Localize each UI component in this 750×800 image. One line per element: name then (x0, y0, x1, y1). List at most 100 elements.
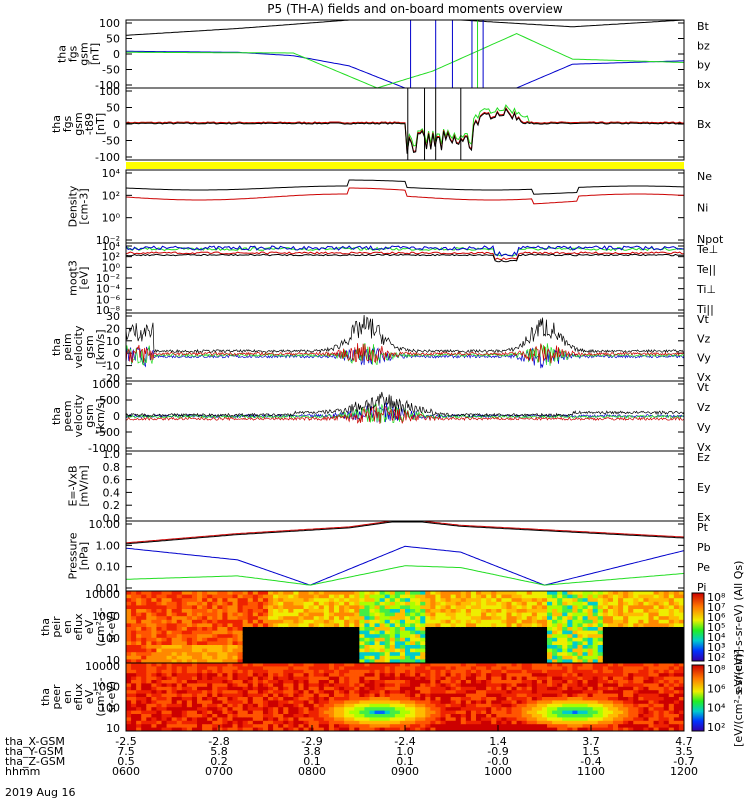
y-tick-label: 10² (102, 189, 120, 202)
spectrogram-cell (303, 697, 310, 701)
spectrogram-cell (257, 663, 264, 667)
spectrogram-cell (126, 707, 132, 712)
spectrogram-cell (536, 693, 543, 698)
spectrogram-cell (521, 645, 528, 650)
spectrogram-cell (394, 686, 401, 691)
spectrogram-cell (186, 669, 193, 674)
ephem-value: 1000 (484, 765, 512, 778)
spectrogram-cell (268, 630, 274, 635)
spectrogram-cell (171, 655, 178, 660)
spectrogram-cell (344, 655, 350, 660)
spectrogram-cell (227, 697, 234, 701)
spectrogram-cell (171, 594, 178, 599)
spectrogram-cell (171, 663, 178, 667)
spectrogram-cell (602, 659, 609, 664)
spectrogram-cell (526, 648, 533, 653)
spectrogram-cell (374, 634, 381, 639)
spectrogram-cell (308, 727, 315, 732)
spectrogram-cell (242, 609, 249, 614)
spectrogram-cell (379, 612, 386, 617)
spectrogram-cell (440, 720, 447, 725)
spectrogram-cell (415, 598, 421, 603)
spectrogram-cell (547, 724, 553, 729)
spectrogram-cell (131, 648, 137, 653)
spectrogram-cell (552, 634, 558, 639)
spectrogram-cell (318, 630, 325, 635)
spectrogram-cell (151, 676, 157, 681)
spectrogram-cell (283, 634, 289, 639)
spectrogram-cell (678, 707, 685, 712)
spectrogram-cell (587, 710, 594, 715)
spectrogram-cell (247, 659, 254, 664)
spectrogram-cell (207, 601, 213, 606)
spectrogram-cell (430, 594, 436, 599)
spectrogram-cell (202, 700, 208, 705)
spectrogram-cell (663, 601, 670, 606)
spectrogram-cell (582, 683, 589, 688)
spectrogram-cell (465, 623, 472, 628)
spectrogram-cell (344, 601, 350, 606)
spectrogram-cell (237, 720, 244, 725)
spectrogram-cell (242, 666, 249, 671)
spectrogram-cell (455, 612, 462, 617)
spectrogram-cell (653, 637, 660, 642)
spectrogram-cell (344, 700, 350, 705)
spectrogram-cell (653, 710, 660, 715)
spectrogram-cell (430, 648, 436, 653)
spectrogram-cell (298, 690, 305, 695)
spectrogram-cell (567, 605, 573, 610)
spectrogram-cell (389, 714, 396, 718)
spectrogram-cell (481, 683, 487, 688)
spectrogram-cell (222, 655, 228, 660)
spectrogram-cell (607, 598, 614, 603)
spectrogram-cell (501, 669, 507, 674)
spectrogram-cell (582, 724, 589, 729)
spectrogram-cell (552, 717, 558, 722)
spectrogram-cell (435, 612, 442, 617)
spectrogram-cell (410, 703, 416, 708)
spectrogram-cell (318, 663, 325, 667)
spectrogram-cell (151, 700, 157, 705)
spectrogram-cell (496, 641, 502, 646)
spectrogram-cell (171, 680, 178, 684)
spectrogram-cell (577, 627, 584, 632)
spectrogram-cell (202, 659, 208, 664)
spectrogram-cell (298, 641, 305, 646)
colorbar-label-text: [eV/(cm²-s-sr-eV)] (732, 649, 745, 747)
spectrogram-cell (141, 707, 147, 712)
spectrogram-cell (354, 686, 360, 691)
spectrogram-cell (577, 655, 584, 660)
spectrogram-cell (131, 686, 137, 691)
spectrogram-cell (141, 666, 147, 671)
spectrogram-cell (521, 724, 528, 729)
spectrogram-cell (668, 673, 675, 678)
spectrogram-cell (308, 591, 315, 596)
spectrogram-cell (648, 690, 655, 695)
spectrogram-cell (268, 690, 274, 695)
spectrogram-cell (435, 623, 442, 628)
spectrogram-cell (450, 659, 457, 664)
spectrogram-cell (521, 727, 528, 732)
y-label-line: Density (67, 185, 80, 227)
spectrogram-cell (577, 669, 584, 674)
spectrogram-cell (465, 598, 472, 603)
spectrogram-cell (440, 655, 447, 660)
spectrogram-cell (415, 700, 421, 705)
spectrogram-cell (521, 634, 528, 639)
spectrogram-cell (166, 605, 173, 610)
spectrogram-cell (222, 707, 228, 712)
spectrogram-cell (232, 724, 239, 729)
spectrogram-cell (232, 627, 239, 632)
spectrogram-cell (354, 697, 360, 701)
spectrogram-cell (597, 717, 604, 722)
spectrogram-cell (374, 680, 381, 684)
spectrogram-cell (293, 686, 299, 691)
spectrogram-cell (541, 655, 548, 660)
spectrogram-cell (673, 605, 680, 610)
spectrogram-cell (673, 594, 680, 599)
spectrogram-cell (541, 707, 548, 712)
spectrogram-cell (420, 627, 426, 632)
spectrogram-cell (460, 659, 467, 664)
spectrogram-cell (506, 605, 513, 610)
spectrogram-cell (440, 690, 447, 695)
